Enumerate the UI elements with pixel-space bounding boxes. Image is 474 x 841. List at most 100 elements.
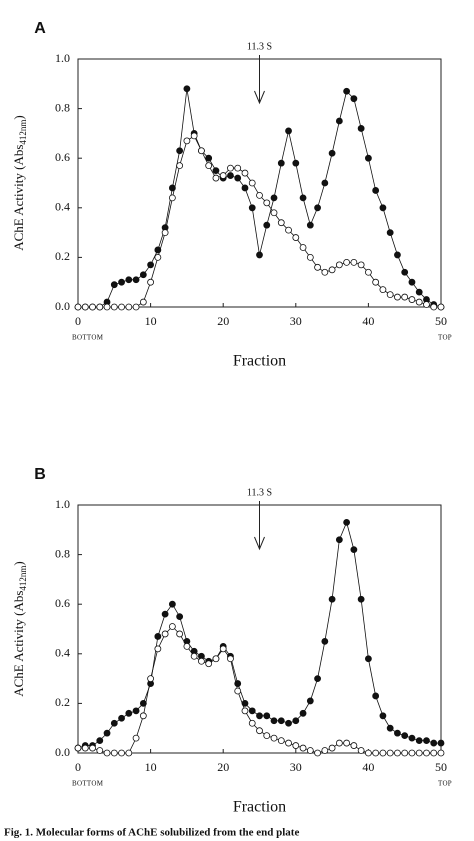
x-tick-label: 10	[145, 760, 157, 774]
filled-marker	[372, 692, 380, 700]
y-label-main: AChE Activity (Abs	[11, 591, 26, 697]
open-marker	[110, 303, 118, 311]
open-marker	[277, 737, 285, 744]
open-marker	[103, 303, 111, 311]
open-marker	[219, 645, 227, 653]
open-marker	[270, 734, 278, 742]
filled-marker	[357, 595, 365, 603]
open-marker	[430, 749, 438, 757]
filled-marker	[139, 700, 147, 707]
open-marker	[183, 137, 191, 145]
filled-marker	[401, 268, 409, 276]
open-marker	[415, 298, 423, 306]
filled-marker	[263, 712, 271, 720]
filled-marker	[328, 149, 336, 157]
filled-marker	[270, 717, 278, 725]
open-marker	[423, 301, 430, 308]
open-marker	[103, 749, 111, 757]
filled-marker	[176, 613, 184, 620]
x-axis-label: Fraction	[233, 353, 286, 370]
open-marker	[415, 749, 423, 757]
x-tick-label: 30	[290, 760, 302, 774]
open-marker	[118, 749, 125, 757]
open-marker	[263, 732, 271, 740]
filled-marker	[161, 610, 169, 618]
filled-marker	[343, 518, 351, 526]
open-marker	[386, 291, 394, 299]
open-marker	[81, 744, 89, 752]
filled-marker	[430, 739, 438, 747]
x-left-note: BOTTOM	[72, 780, 104, 788]
open-marker	[386, 749, 394, 757]
open-marker	[408, 296, 416, 303]
filled-marker	[132, 276, 140, 284]
open-marker	[89, 303, 96, 311]
open-marker	[198, 657, 205, 665]
x-tick-label: 10	[145, 314, 157, 328]
filled-marker	[176, 147, 184, 155]
open-marker	[161, 630, 169, 638]
y-tick-label: 0.6	[55, 150, 70, 164]
open-marker	[350, 742, 358, 749]
filled-marker	[394, 251, 401, 259]
open-marker	[125, 749, 133, 757]
open-marker	[205, 660, 213, 668]
filled-marker	[437, 739, 445, 747]
filled-marker	[335, 117, 343, 125]
x-tick-label: 50	[435, 314, 447, 328]
open-marker	[299, 244, 307, 251]
filled-marker	[350, 95, 358, 103]
filled-marker	[423, 737, 430, 744]
x-tick-label: 0	[75, 314, 81, 328]
open-marker	[263, 199, 271, 207]
filled-marker	[263, 221, 271, 229]
open-marker	[314, 749, 321, 757]
open-marker	[437, 303, 445, 311]
open-marker	[154, 645, 162, 653]
open-marker	[350, 258, 358, 266]
open-marker	[364, 749, 372, 757]
open-marker	[256, 727, 263, 735]
open-marker	[183, 642, 191, 650]
filled-marker	[394, 729, 401, 737]
open-marker	[219, 172, 227, 179]
open-marker	[285, 226, 292, 234]
y-axis-label: AChE Activity (Abs412nm)	[11, 561, 28, 697]
filled-marker	[306, 697, 314, 705]
annotation: 11.3 S	[247, 41, 272, 52]
open-marker	[154, 253, 162, 261]
annotation: 11.3 S	[247, 487, 272, 498]
annotation-arrowhead	[254, 536, 265, 551]
open-marker	[277, 219, 285, 227]
open-marker	[161, 229, 169, 237]
open-marker	[401, 749, 409, 757]
open-marker	[241, 169, 249, 177]
open-marker	[328, 266, 336, 274]
filled-marker	[408, 734, 416, 742]
filled-marker	[386, 724, 394, 732]
filled-marker	[415, 737, 423, 744]
open-marker	[234, 164, 242, 172]
filled-marker	[343, 87, 351, 95]
y-label-main: AChE Activity (Abs	[11, 145, 26, 251]
filled-marker	[285, 127, 292, 135]
open-marker	[81, 303, 89, 311]
open-marker	[357, 261, 365, 269]
filled-marker	[350, 546, 358, 554]
filled-marker	[183, 85, 191, 93]
x-axis-label: Fraction	[233, 799, 286, 816]
panel-label: B	[34, 466, 46, 483]
open-marker	[343, 739, 351, 747]
filled-marker	[321, 638, 329, 645]
annotation-arrowhead	[254, 90, 265, 105]
y-label-end: )	[11, 115, 26, 119]
open-marker	[285, 739, 292, 747]
y-tick-label: 0.4	[55, 646, 70, 660]
y-tick-label: 0.8	[55, 100, 70, 114]
open-marker	[430, 303, 438, 311]
filled-marker	[277, 717, 285, 725]
open-marker	[394, 293, 401, 301]
filled-marker	[103, 729, 111, 737]
open-marker	[132, 303, 140, 311]
